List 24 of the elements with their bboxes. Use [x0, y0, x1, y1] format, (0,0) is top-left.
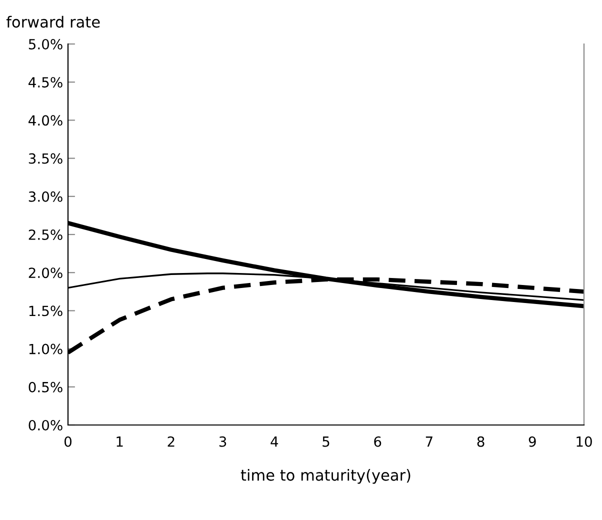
y-tick-label: 2.5%	[28, 229, 62, 240]
x-tick-label: 1	[116, 436, 123, 447]
y-tick-label: 0.5%	[28, 382, 62, 392]
y-tick-label: 1.5%	[29, 306, 62, 316]
y-tick-label: 0.0%	[28, 420, 62, 430]
x-tick-label: 10	[576, 436, 592, 447]
x-axis-title: time to maturity(year)	[240, 468, 410, 484]
y-tick-label: 1.0%	[29, 344, 62, 354]
x-tick-label: 7	[426, 436, 432, 447]
x-tick-label: 5	[322, 436, 330, 447]
y-tick-label: 5.0%	[28, 38, 62, 50]
x-tick-label: 6	[374, 436, 382, 447]
x-tick-label: 0	[64, 436, 72, 447]
y-tick-label: 3.0%	[28, 191, 62, 202]
y-axis-title: forward rate	[6, 16, 100, 28]
x-tick-label: 9	[528, 436, 536, 447]
y-tick-label: 4.5%	[28, 77, 62, 88]
x-tick-label: 8	[477, 436, 484, 447]
x-tick-label: 2	[168, 436, 174, 447]
y-tick-label: 2.0%	[28, 268, 62, 278]
x-tick-label: 3	[219, 436, 226, 447]
y-tick-label: 4.0%	[28, 115, 62, 126]
x-tick-label: 4	[270, 436, 278, 447]
y-tick-label: 3.5%	[28, 153, 62, 164]
